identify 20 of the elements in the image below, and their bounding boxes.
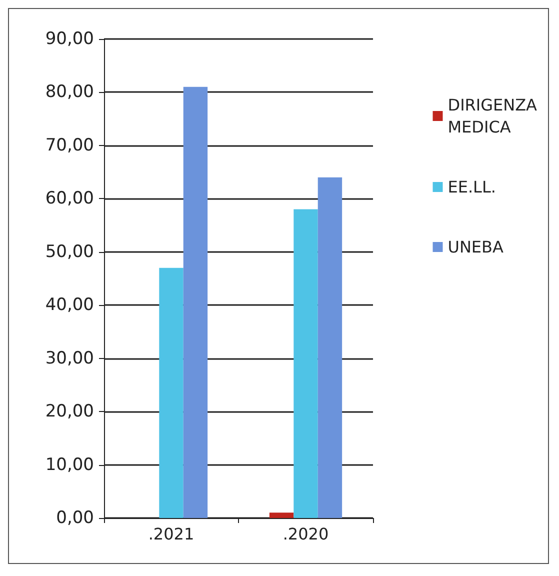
y-tick-label: 0,00 bbox=[56, 508, 94, 528]
y-tick-label: 40,00 bbox=[45, 295, 94, 316]
y-tick-label: 80,00 bbox=[45, 82, 94, 102]
y-tick-label: 60,00 bbox=[45, 188, 94, 209]
bar bbox=[183, 86, 208, 518]
bar bbox=[318, 177, 342, 518]
x-tick-label: .2020 bbox=[282, 524, 329, 544]
legend-label: EE.LL. bbox=[448, 178, 496, 196]
y-tick-label: 70,00 bbox=[45, 135, 94, 156]
y-tick-label: 20,00 bbox=[45, 402, 94, 422]
y-tick-label: 10,00 bbox=[45, 454, 94, 475]
y-tick-label: 30,00 bbox=[45, 348, 94, 368]
x-tick-label: .2021 bbox=[148, 524, 194, 544]
y-tick-label: 50,00 bbox=[45, 242, 94, 262]
bar bbox=[159, 268, 184, 518]
y-tick-label: 90,00 bbox=[45, 29, 94, 49]
bar bbox=[294, 209, 318, 518]
legend-label: DIRIGENZA MEDICA bbox=[448, 96, 538, 136]
bar bbox=[269, 512, 294, 518]
legend-label: UNEBA bbox=[448, 238, 504, 256]
